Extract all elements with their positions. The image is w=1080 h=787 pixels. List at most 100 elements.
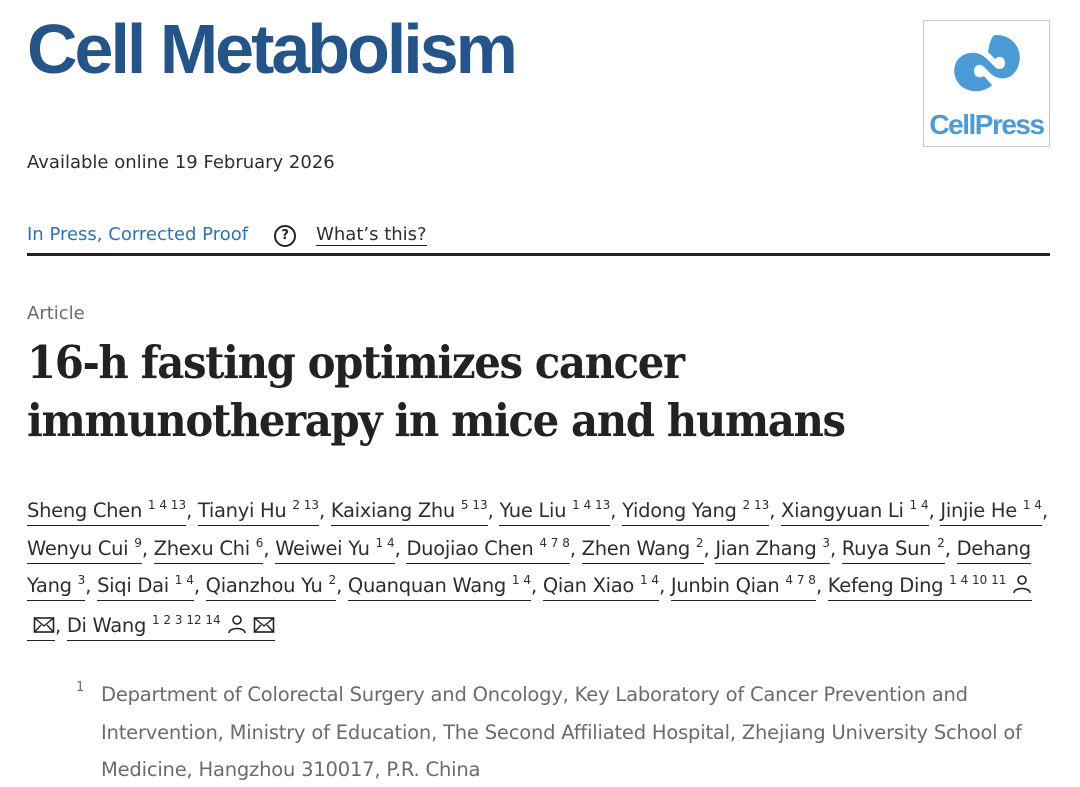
author-link[interactable]: Dehang Yang 3 [27,536,1031,601]
author-affiliation-refs: 2 [328,573,337,587]
author-link[interactable]: Di Wang 1 2 3 12 14 [66,612,275,641]
author-affiliation-refs: 1 4 [174,573,194,587]
affiliation-number: 1 [76,680,85,695]
author-name: Quanquan Wang [347,574,507,597]
author-link[interactable]: Jian Zhang 3 [715,535,830,564]
author-affiliation-refs: 4 7 8 [539,535,570,550]
author-name: Dehang Yang [27,536,1031,598]
author-link[interactable]: Wenyu Cui 9 [27,535,142,564]
cellpress-logo-text: CellPress [929,109,1045,140]
author-separator: , [186,499,198,522]
author-link[interactable]: Ruya Sun 2 [841,535,945,564]
author-link[interactable]: Kaixiang Zhu 5 13 [330,498,488,526]
author-name: Zhexu Chi [153,536,250,560]
author-separator: , [944,536,957,560]
author-separator: , [815,574,828,597]
author-affiliation-refs: 6 [255,535,264,550]
author-name: Kefeng Ding [827,574,944,597]
author-name: Weiwei Yu [275,536,370,560]
person-icon[interactable] [1012,569,1032,607]
affiliation: 1 Department of Colorectal Surgery and O… [0,672,1080,787]
author-separator: , [263,536,276,560]
publication-status-bar: In Press, Corrected Proof ? What’s this? [27,224,1050,256]
author-affiliation-refs: 2 [937,535,945,550]
author-name: Duojiao Chen [406,536,534,560]
author-affiliation-refs: 2 13 [292,498,320,512]
author-affiliation-refs: 1 4 13 [572,498,611,512]
author-affiliation-refs: 1 4 [639,573,660,587]
author-link[interactable]: Junbin Qian 4 7 8 [670,573,816,601]
whats-this-link[interactable]: What’s this? [316,224,427,246]
author-separator: , [610,499,623,522]
author-affiliation-refs: 1 4 10 11 [949,573,1007,587]
author-affiliation-refs: 1 2 3 12 14 [151,612,221,627]
author-link[interactable]: Siqi Dai 1 4 [97,574,194,601]
author-separator: , [928,499,941,522]
author-separator: , [141,536,154,560]
author-link[interactable]: Yue Liu 1 4 13 [499,498,611,526]
author-name: Junbin Qian [670,574,780,597]
author-separator: , [394,536,407,560]
author-affiliation-refs: 2 [695,535,704,550]
author-name: Di Wang [66,613,147,637]
author-name: Wenyu Cui [27,536,129,560]
author-separator: , [336,574,348,597]
author-link[interactable]: Qianzhou Yu 2 [205,573,337,601]
author-separator: , [193,574,206,597]
author-affiliation-refs: 4 7 8 [785,573,816,587]
author-affiliation-refs: 1 4 [511,573,532,587]
author-separator: , [569,536,582,560]
author-separator: , [659,574,671,597]
email-icon[interactable] [253,609,275,647]
author-name: Qian Xiao [542,574,635,597]
email-icon[interactable] [33,609,55,647]
author-link[interactable]: Qian Xiao 1 4 [542,573,660,601]
affiliation-text: Department of Colorectal Surgery and Onc… [101,683,1022,781]
person-icon[interactable] [227,609,247,647]
author-link[interactable]: Jinjie He 1 4 [940,499,1042,526]
author-separator: , [769,499,782,522]
author-name: Qianzhou Yu [205,574,323,597]
article-title: 16-h fasting optimizes cancer immunother… [27,336,846,447]
author-name: Yue Liu [499,499,567,522]
author-name: Kaixiang Zhu [330,499,455,522]
author-name: Jian Zhang [715,536,817,560]
author-separator: , [703,536,716,560]
author-affiliation-refs: 9 [134,535,142,550]
author-separator: , [319,499,331,522]
author-link[interactable]: Sheng Chen 1 4 13 [27,498,187,526]
author-name: Siqi Dai [97,574,169,597]
journal-title[interactable]: Cell Metabolism [27,10,518,88]
author-link[interactable]: Kefeng Ding 1 4 10 11 [27,573,1033,641]
available-online-date: Available online 19 February 2026 [27,152,335,173]
author-name: Yidong Yang [622,499,737,522]
in-press-link[interactable]: In Press, Corrected Proof [27,224,249,245]
cellpress-logo[interactable]: CellPress [923,20,1050,147]
author-name: Zhen Wang [581,536,691,560]
author-affiliation-refs: 3 [822,535,830,550]
author-affiliation-refs: 3 [77,573,86,587]
author-link[interactable]: Weiwei Yu 1 4 [275,535,395,564]
author-affiliation-refs: 1 4 [375,535,395,550]
author-link[interactable]: Xiangyuan Li 1 4 [781,499,929,526]
author-name: Tianyi Hu [197,499,287,522]
author-link[interactable]: Zhen Wang 2 [581,535,704,564]
author-name: Xiangyuan Li [781,499,904,522]
author-affiliation-refs: 1 4 13 [147,498,187,512]
author-link[interactable]: Quanquan Wang 1 4 [347,573,532,601]
author-separator: , [829,536,842,560]
author-link[interactable]: Duojiao Chen 4 7 8 [406,535,570,564]
author-affiliation-refs: 5 13 [460,498,488,512]
author-affiliation-refs: 1 4 [909,498,929,512]
help-icon[interactable]: ? [274,225,297,247]
author-list: Sheng Chen 1 4 13, Tianyi Hu 2 13, Kaixi… [27,492,1057,646]
author-separator: , [55,613,67,637]
author-link[interactable]: Tianyi Hu 2 13 [197,498,320,526]
author-name: Ruya Sun [841,536,932,560]
author-separator: , [487,499,500,522]
author-link[interactable]: Yidong Yang 2 13 [622,499,770,526]
author-link[interactable]: Zhexu Chi 6 [153,535,264,564]
author-separator: , [85,574,98,597]
author-name: Sheng Chen [27,499,142,522]
author-separator: , [531,574,543,597]
